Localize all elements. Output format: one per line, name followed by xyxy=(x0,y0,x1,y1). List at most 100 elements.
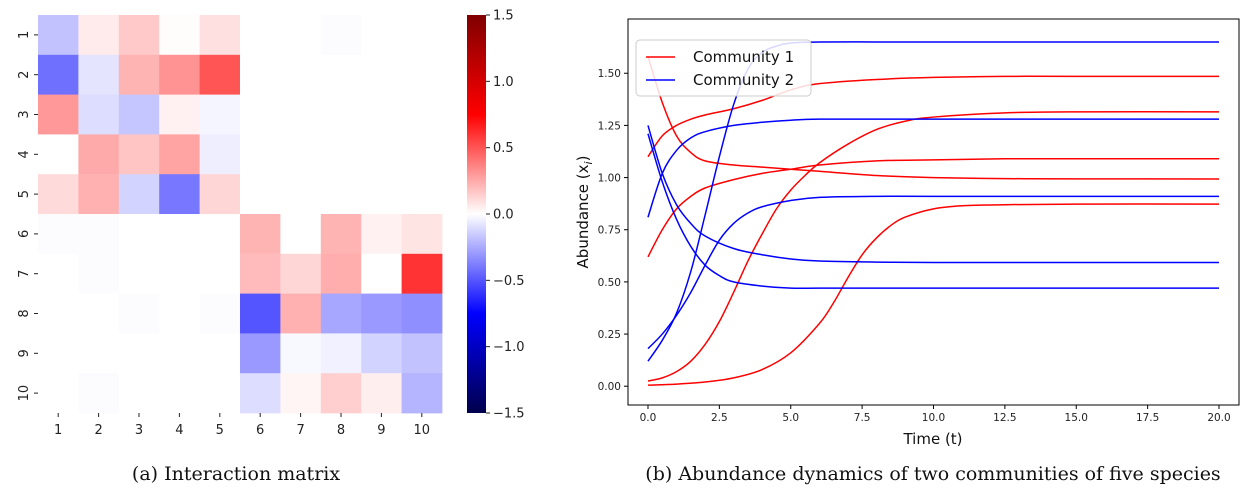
heatmap-cell-r3-c1 xyxy=(38,95,79,135)
heatmap-cell-r2-c4 xyxy=(159,55,200,95)
heatmap-cell-r10-c10 xyxy=(402,373,443,413)
colorbar-tick-labels: 1.51.00.50.0−0.5−1.0−1.5 xyxy=(486,9,525,422)
heatmap-cell-r2-c9 xyxy=(361,55,402,95)
heatmap-cell-r4-c10 xyxy=(402,134,443,174)
heatmap-cell-r4-c5 xyxy=(200,134,241,174)
heatmap-row-label: 5 xyxy=(17,190,32,198)
heatmap-row-label: 3 xyxy=(17,110,32,118)
heatmap-row-tick-labels: 1 2 3 4 5 6 7 8 9 10 xyxy=(17,31,38,402)
heatmap-cell-r2-c1 xyxy=(38,55,79,95)
legend-label-community-2: Community 2 xyxy=(693,71,794,89)
x-axis-label: Time (t) xyxy=(902,430,962,448)
heatmap-cell-r10-c4 xyxy=(159,373,200,413)
heatmap-col-label: 10 xyxy=(414,423,431,438)
heatmap-cell-r2-c2 xyxy=(78,55,119,95)
heatmap-cell-r6-c9 xyxy=(361,214,402,254)
heatmap-cell-r1-c5 xyxy=(200,15,241,55)
heatmap-cell-r1-c6 xyxy=(240,15,281,55)
heatmap-cell-r7-c5 xyxy=(200,254,241,294)
heatmap-row-label: 9 xyxy=(17,349,32,357)
heatmap-cell-r6-c2 xyxy=(78,214,119,254)
heatmap-cell-r4-c8 xyxy=(321,134,362,174)
colorbar-tick-label: −1.5 xyxy=(493,407,525,422)
heatmap-cell-r7-c3 xyxy=(119,254,160,294)
y-axis-ticks: 0.00 0.25 0.50 0.75 1.00 1.25 1.50 xyxy=(598,68,628,393)
heatmap-col-tick-labels: 1 2 3 4 5 6 7 8 9 10 xyxy=(54,413,430,438)
x-tick-label: 5.0 xyxy=(782,412,799,424)
heatmap-col-label: 8 xyxy=(337,423,345,438)
heatmap-cell-r2-c8 xyxy=(321,55,362,95)
colorbar-tick-label: −0.5 xyxy=(493,274,525,289)
heatmap-cell-r2-c6 xyxy=(240,55,281,95)
heatmap-cell-r2-c10 xyxy=(402,55,443,95)
caption-a: (a) Interaction matrix xyxy=(132,463,340,485)
heatmap-col-label: 6 xyxy=(256,423,264,438)
y-tick-label: 0.75 xyxy=(598,225,621,237)
colorbar-tick-label: 1.0 xyxy=(493,75,514,90)
heatmap-cell-r3-c6 xyxy=(240,95,281,135)
heatmap-cell-r4-c2 xyxy=(78,134,119,174)
heatmap-cell-r5-c1 xyxy=(38,174,79,214)
heatmap-cell-r8-c6 xyxy=(240,294,281,334)
heatmap-cell-r7-c8 xyxy=(321,254,362,294)
x-tick-label: 17.5 xyxy=(1136,412,1159,424)
x-tick-label: 2.5 xyxy=(711,412,728,424)
heatmap-col-label: 5 xyxy=(216,423,224,438)
community-1-line-3 xyxy=(648,159,1219,257)
heatmap-cell-r9-c2 xyxy=(78,333,119,373)
legend-label-community-1: Community 1 xyxy=(693,48,794,66)
heatmap-cell-r8-c7 xyxy=(280,294,321,334)
heatmap-cell-r4-c3 xyxy=(119,134,160,174)
heatmap-cell-r6-c3 xyxy=(119,214,160,254)
heatmap-cell-r8-c5 xyxy=(200,294,241,334)
x-tick-label: 12.5 xyxy=(993,412,1016,424)
heatmap-col-label: 9 xyxy=(377,423,385,438)
heatmap-cell-r4-c6 xyxy=(240,134,281,174)
x-tick-label: 0.0 xyxy=(640,412,657,424)
heatmap-cell-r2-c3 xyxy=(119,55,160,95)
community-1-line-4 xyxy=(648,112,1219,381)
heatmap-cell-r5-c3 xyxy=(119,174,160,214)
heatmap-cell-r5-c9 xyxy=(361,174,402,214)
heatmap-cell-r10-c1 xyxy=(38,373,79,413)
heatmap-cell-r4-c1 xyxy=(38,134,79,174)
heatmap-cell-r10-c9 xyxy=(361,373,402,413)
heatmap-col-label: 3 xyxy=(135,423,143,438)
y-tick-label: 0.00 xyxy=(598,381,621,393)
heatmap-panel: 1 2 3 4 5 6 7 8 9 10 1 2 3 4 5 6 7 8 9 10 1.5 1.0 0.5 0.0 −0.5… xyxy=(17,9,525,486)
heatmap-cell-r4-c7 xyxy=(280,134,321,174)
community-2-line-8 xyxy=(648,196,1219,348)
heatmap-cell-r5-c6 xyxy=(240,174,281,214)
y-tick-label: 0.50 xyxy=(598,277,621,289)
heatmap-cell-r7-c6 xyxy=(240,254,281,294)
heatmap-row-label: 8 xyxy=(17,309,32,317)
heatmap-cell-r5-c2 xyxy=(78,174,119,214)
heatmap-cell-r3-c2 xyxy=(78,95,119,135)
heatmap-col-label: 7 xyxy=(296,423,304,438)
heatmap-row-label: 1 xyxy=(17,31,32,39)
heatmap-cell-r5-c5 xyxy=(200,174,241,214)
heatmap-cell-r3-c4 xyxy=(159,95,200,135)
y-tick-label: 0.25 xyxy=(598,329,621,341)
heatmap-cell-r5-c4 xyxy=(159,174,200,214)
heatmap-cell-r8-c3 xyxy=(119,294,160,334)
heatmap-cell-r9-c5 xyxy=(200,333,241,373)
community-1-line-5 xyxy=(648,204,1219,385)
heatmap-cell-r8-c9 xyxy=(361,294,402,334)
community-2-line-9 xyxy=(648,125,1219,262)
heatmap-col-label: 1 xyxy=(54,423,62,438)
heatmap-cell-r3-c7 xyxy=(280,95,321,135)
heatmap-cell-r10-c5 xyxy=(200,373,241,413)
heatmap-cell-r9-c10 xyxy=(402,333,443,373)
x-tick-label: 10.0 xyxy=(922,412,945,424)
heatmap-col-label: 4 xyxy=(175,423,183,438)
colorbar-tick-label: −1.0 xyxy=(493,340,525,355)
heatmap-cell-r7-c1 xyxy=(38,254,79,294)
heatmap-cell-r4-c9 xyxy=(361,134,402,174)
heatmap-cell-r9-c6 xyxy=(240,333,281,373)
heatmap-cell-r7-c2 xyxy=(78,254,119,294)
heatmap-cell-r1-c3 xyxy=(119,15,160,55)
y-tick-label: 1.25 xyxy=(598,120,621,132)
x-tick-label: 15.0 xyxy=(1065,412,1088,424)
